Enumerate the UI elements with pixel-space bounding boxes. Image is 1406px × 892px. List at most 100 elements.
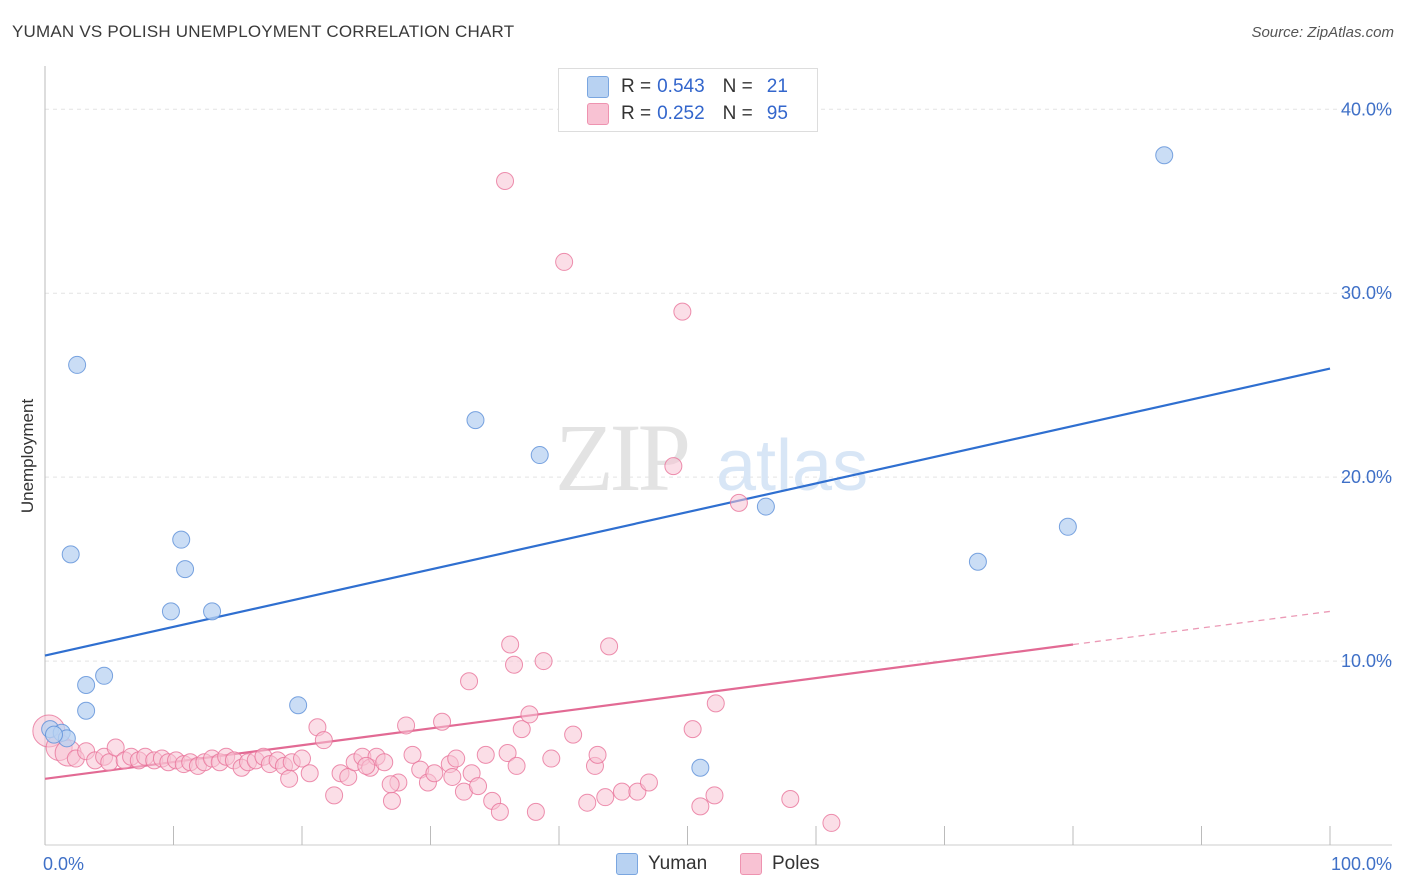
poles-point <box>683 720 702 739</box>
yuman-points <box>41 146 1174 777</box>
yuman-point <box>756 497 775 516</box>
bottom-legend-poles: Poles <box>740 850 820 878</box>
poles-point <box>498 744 517 763</box>
y-axis-label: Unemployment <box>18 398 37 514</box>
poles-point <box>397 716 416 735</box>
legend-n-value: 21 <box>766 76 788 97</box>
legend-r-label: R = <box>621 103 652 124</box>
poles-point <box>425 764 444 783</box>
poles-point <box>447 749 466 768</box>
poles-point <box>691 797 710 816</box>
poles-trend-extension <box>1072 610 1331 646</box>
legend-swatch-yuman <box>587 76 609 98</box>
poles-point <box>542 749 561 768</box>
poles-point <box>443 767 462 786</box>
legend-row-yuman: R = 0.543 N = 21 <box>587 74 788 100</box>
yuman-point <box>1058 517 1077 536</box>
poles-point <box>512 720 531 739</box>
x-tick-label-min: 0.0% <box>43 854 84 874</box>
source-label: Source: ZipAtlas.com <box>1251 24 1394 41</box>
poles-point <box>705 786 724 805</box>
legend-n-label: N = <box>722 76 753 97</box>
bottom-legend-label-poles: Poles <box>772 853 820 874</box>
poles-point <box>612 782 631 801</box>
yuman-point <box>95 666 114 685</box>
poles-point <box>357 756 376 775</box>
yuman-point <box>44 725 63 744</box>
correlation-legend: R = 0.543 N = 21 R = 0.252 N = 95 <box>558 68 818 132</box>
poles-point <box>381 775 400 794</box>
legend-r-value: 0.252 <box>657 103 705 124</box>
yuman-point <box>172 530 191 549</box>
poles-point <box>403 745 422 764</box>
poles-point <box>469 777 488 796</box>
trend-lines <box>44 367 1331 780</box>
poles-point <box>375 753 394 772</box>
poles-point <box>781 790 800 809</box>
legend-n-value: 95 <box>766 103 788 124</box>
y-tick-label: 10.0% <box>1341 651 1392 671</box>
legend-n-label: N = <box>722 103 753 124</box>
bottom-legend-swatch-yuman <box>616 853 638 875</box>
poles-point <box>505 655 524 674</box>
poles-point <box>564 725 583 744</box>
tick-labels: 10.0% 20.0% 30.0% 40.0% 0.0% 100.0% <box>43 99 1392 874</box>
poles-point <box>822 813 841 832</box>
yuman-point <box>176 560 195 579</box>
yuman-point <box>77 701 96 720</box>
poles-point <box>729 493 748 512</box>
yuman-point <box>161 602 180 621</box>
yuman-point <box>1155 146 1174 165</box>
poles-point <box>673 302 692 321</box>
yuman-point <box>289 696 308 715</box>
poles-point <box>596 788 615 807</box>
poles-point <box>555 252 574 271</box>
watermark-zip: ZIP <box>555 404 688 511</box>
poles-point <box>106 738 125 757</box>
yuman-point <box>203 602 222 621</box>
watermark-atlas: atlas <box>716 426 868 506</box>
legend-r-value: 0.543 <box>657 76 705 97</box>
poles-point <box>507 756 526 775</box>
y-tick-label: 20.0% <box>1341 467 1392 487</box>
yuman-point <box>968 552 987 571</box>
yuman-trend-line <box>44 367 1331 657</box>
poles-point <box>534 652 553 671</box>
legend-r-label: R = <box>621 76 652 97</box>
gridlines <box>45 108 1392 662</box>
poles-point <box>496 172 515 191</box>
poles-point <box>460 672 479 691</box>
poles-point <box>314 731 333 750</box>
y-tick-label: 30.0% <box>1341 283 1392 303</box>
chart-title: YUMAN VS POLISH UNEMPLOYMENT CORRELATION… <box>12 22 515 41</box>
poles-point <box>280 769 299 788</box>
poles-point <box>526 802 545 821</box>
poles-point <box>706 694 725 713</box>
yuman-point <box>61 545 80 564</box>
bottom-legend-swatch-poles <box>740 853 762 875</box>
poles-point <box>639 773 658 792</box>
poles-point <box>476 745 495 764</box>
poles-point <box>300 764 319 783</box>
poles-points <box>32 172 841 832</box>
yuman-point <box>466 411 485 430</box>
poles-point <box>433 712 452 731</box>
legend-swatch-poles <box>587 103 609 125</box>
yuman-point <box>691 758 710 777</box>
poles-point <box>382 791 401 810</box>
poles-point <box>490 802 509 821</box>
poles-point <box>293 749 311 768</box>
yuman-point <box>77 675 96 694</box>
poles-point <box>578 793 597 812</box>
poles-point <box>520 705 539 724</box>
bottom-legend-label-yuman: Yuman <box>648 853 708 874</box>
yuman-point <box>530 446 549 465</box>
bottom-legend-yuman: Yuman <box>616 850 707 878</box>
yuman-point <box>68 355 87 374</box>
poles-point <box>600 637 619 656</box>
poles-point <box>588 745 607 764</box>
y-tick-label: 40.0% <box>1341 99 1392 119</box>
watermark: ZIP atlas <box>555 404 868 511</box>
poles-point <box>664 457 683 476</box>
